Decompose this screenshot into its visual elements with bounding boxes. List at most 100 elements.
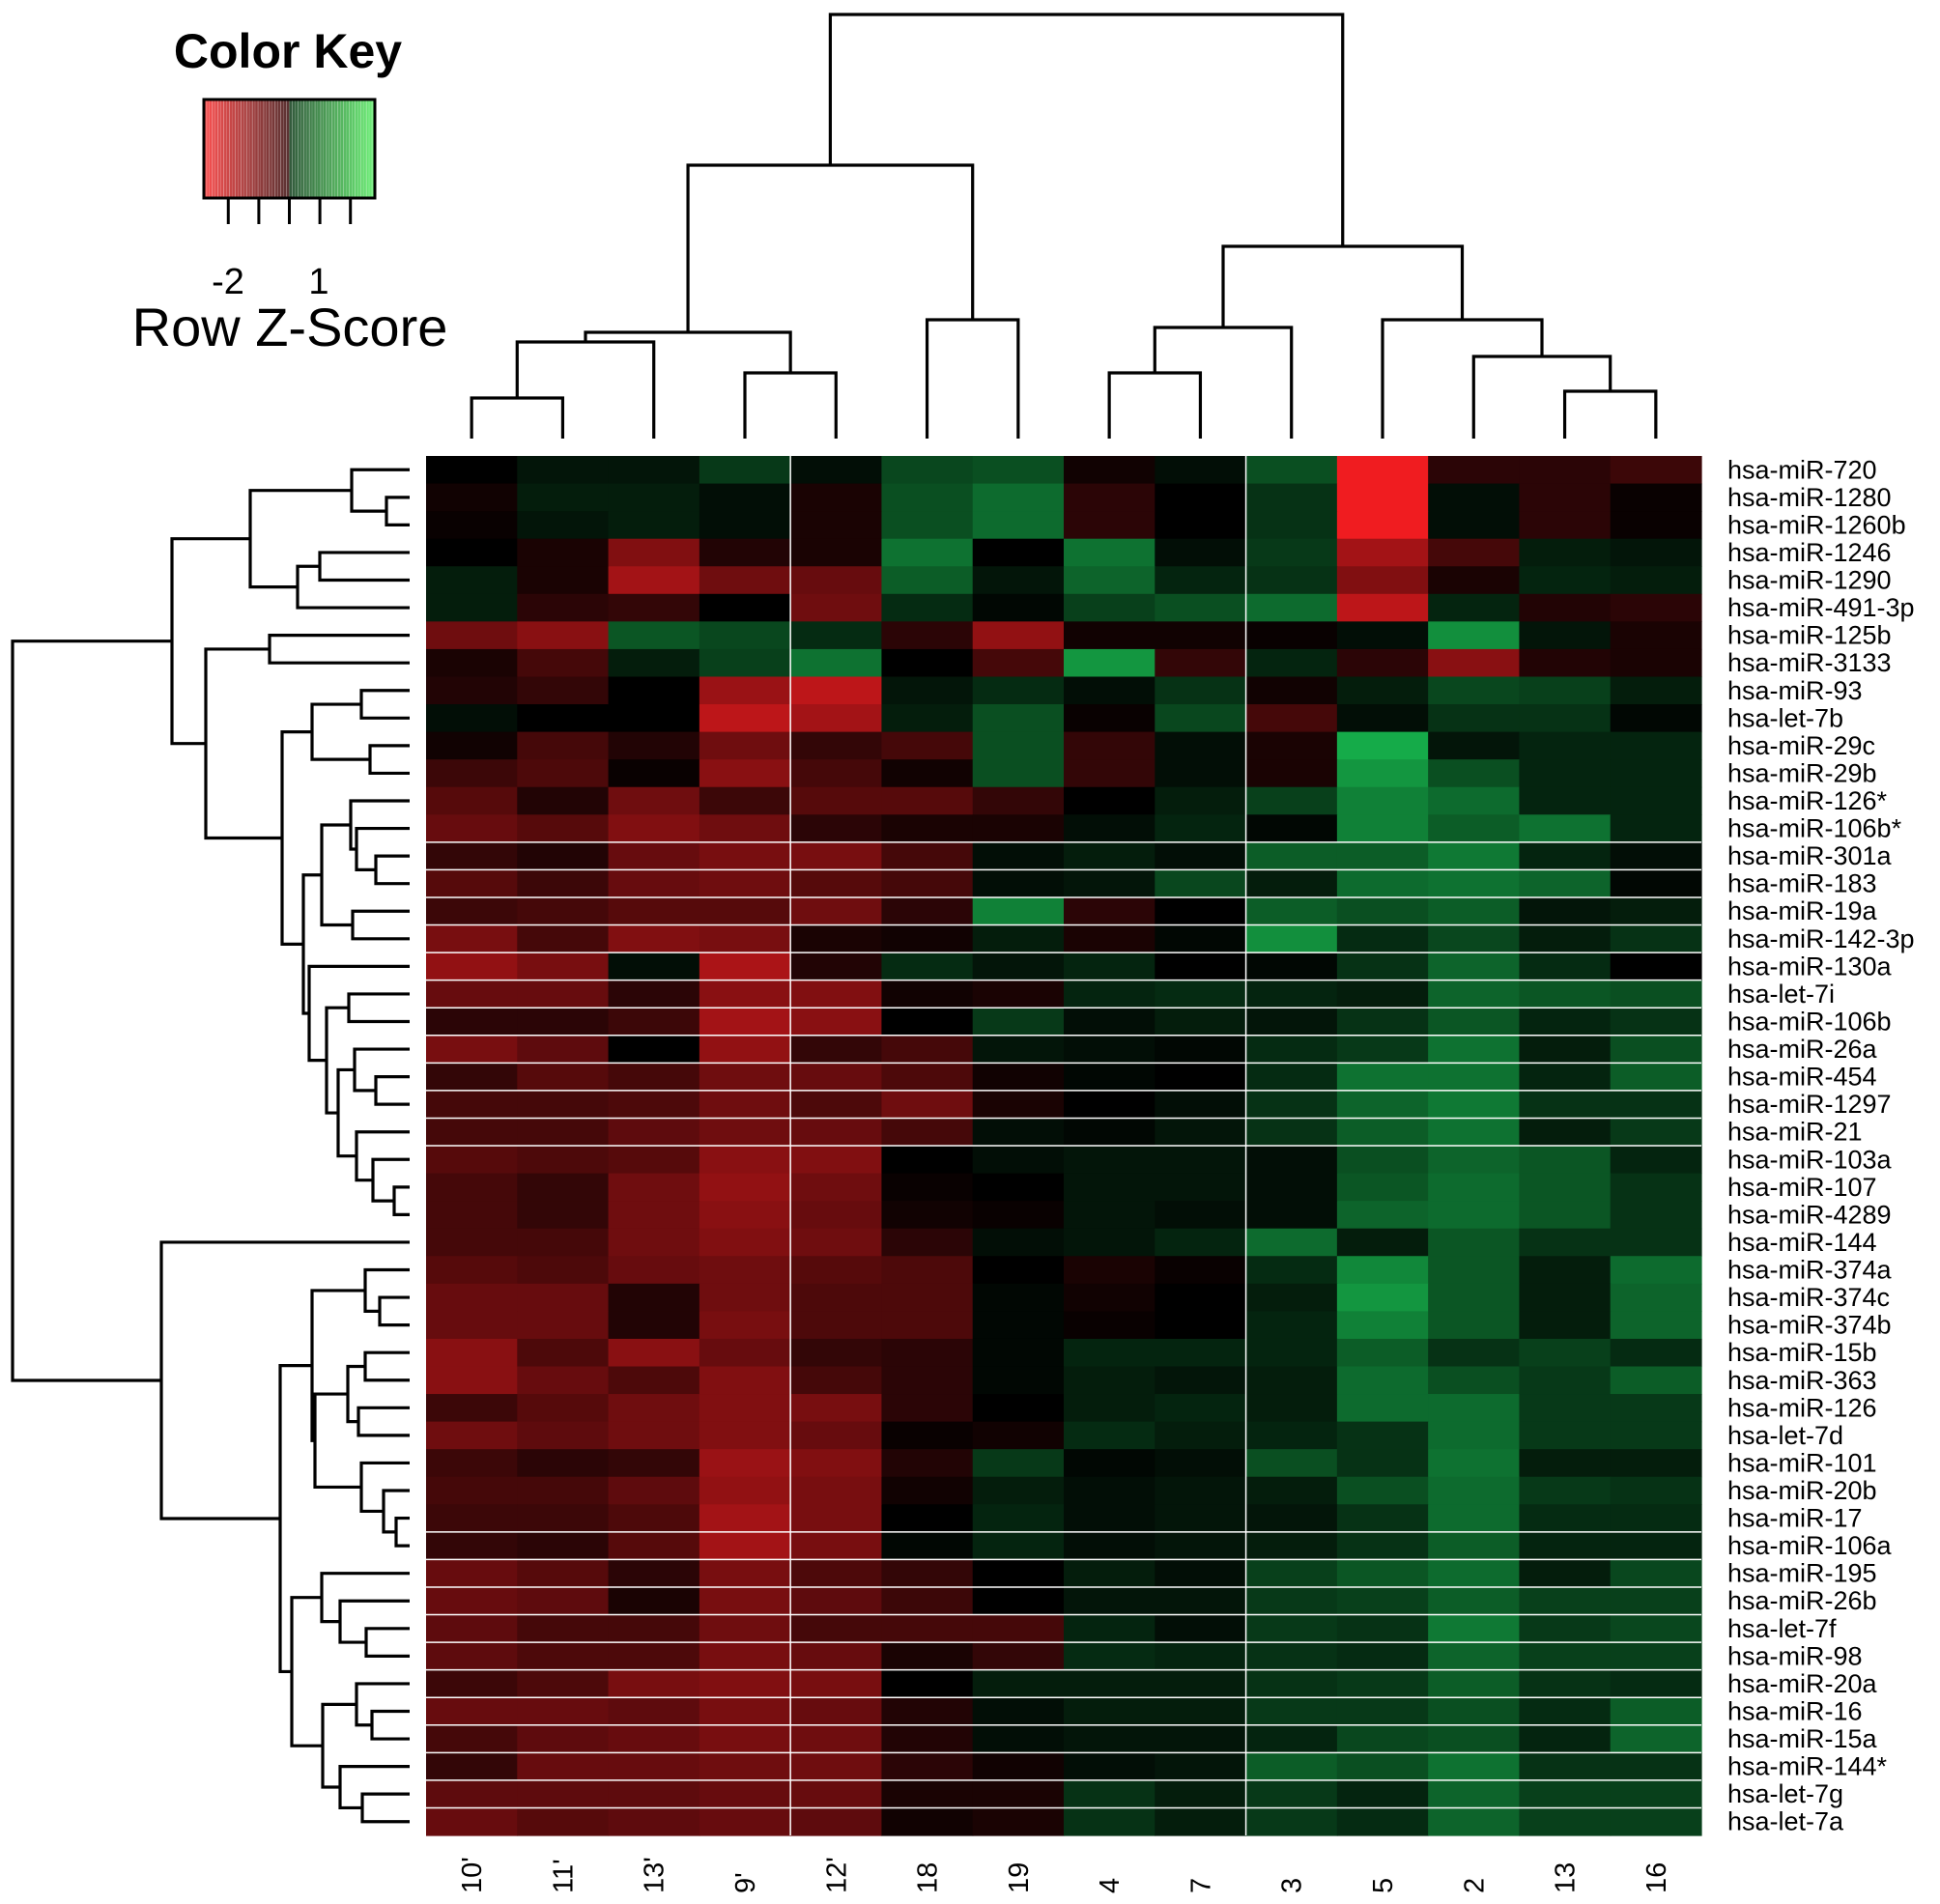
- dendrogram-branch: [378, 1295, 410, 1327]
- heatmap-cell: [1336, 952, 1429, 981]
- heatmap-cell: [1428, 1531, 1521, 1560]
- heatmap-cell: [1428, 1228, 1521, 1257]
- heatmap-cell: [1245, 456, 1338, 485]
- heatmap-cell: [1519, 1531, 1612, 1560]
- heatmap-cell: [790, 924, 883, 953]
- heatmap-cell: [1336, 1338, 1429, 1368]
- heatmap-cell: [972, 1090, 1065, 1120]
- heatmap-cell: [517, 566, 610, 595]
- heatmap-cell: [608, 980, 700, 1009]
- heatmap-cell: [881, 1394, 974, 1423]
- heatmap-cell: [608, 869, 700, 898]
- heatmap-cell: [1245, 1421, 1338, 1450]
- heatmap-cell: [426, 1614, 518, 1643]
- heatmap-cell: [790, 786, 883, 815]
- dendrogram-branch: [370, 1709, 410, 1741]
- heatmap-cell: [1245, 483, 1338, 512]
- heatmap-cell: [1610, 1697, 1702, 1726]
- heatmap-cell: [699, 1504, 791, 1533]
- heatmap-cell: [1155, 648, 1247, 678]
- color-key-swatch: [320, 99, 325, 199]
- heatmap-cell: [1519, 1090, 1612, 1120]
- dendrogram-branch: [351, 909, 410, 941]
- color-key-swatch: [238, 99, 242, 198]
- heatmap-cell: [1519, 1063, 1612, 1092]
- dendrogram-branch: [470, 396, 565, 439]
- row-label: hsa-miR-183: [1727, 869, 1877, 898]
- heatmap-cell: [790, 1338, 883, 1368]
- row-label: hsa-miR-491-3p: [1727, 593, 1915, 622]
- heatmap-cell: [1428, 1449, 1521, 1478]
- heatmap-cell: [1519, 731, 1612, 760]
- heatmap-cell: [1428, 1063, 1521, 1092]
- dendrogram-branch: [350, 468, 410, 513]
- heatmap-cell: [1428, 1807, 1521, 1836]
- heatmap-cell: [1064, 1283, 1155, 1312]
- heatmap-cell: [1336, 1752, 1429, 1781]
- heatmap-cell: [1064, 1559, 1155, 1588]
- dendrogram-branch: [296, 564, 410, 610]
- heatmap-cell: [517, 621, 610, 650]
- heatmap-cell: [1428, 1035, 1521, 1064]
- heatmap-cell: [1245, 924, 1338, 953]
- heatmap-cell: [1155, 952, 1247, 981]
- heatmap-cell: [699, 1366, 791, 1395]
- row-label: hsa-miR-126*: [1727, 786, 1888, 815]
- heatmap-cell: [426, 869, 518, 898]
- row-label: hsa-miR-16: [1727, 1696, 1863, 1725]
- row-label: hsa-miR-720: [1727, 455, 1877, 484]
- heatmap-cell: [517, 676, 610, 705]
- color-key-swatch: [271, 99, 275, 198]
- row-label: hsa-miR-106a: [1727, 1531, 1893, 1560]
- heatmap-cell: [1336, 1063, 1429, 1092]
- heatmap-cell: [1610, 1311, 1702, 1340]
- heatmap-cell: [1064, 1642, 1155, 1671]
- dendrogram-branch: [394, 1516, 410, 1548]
- heatmap-cell: [1336, 1421, 1429, 1450]
- heatmap-cell: [426, 1559, 518, 1588]
- heatmap-cell: [517, 1311, 610, 1340]
- heatmap-cell: [972, 1752, 1065, 1781]
- heatmap-cell: [881, 1752, 974, 1781]
- heatmap-cell: [517, 896, 610, 926]
- heatmap-cell: [1428, 731, 1521, 760]
- heatmap-cell: [699, 1256, 791, 1285]
- heatmap-cell: [1336, 1669, 1429, 1698]
- row-label: hsa-let-7f: [1727, 1614, 1837, 1643]
- heatmap-cell: [1336, 648, 1429, 678]
- row-label: hsa-miR-17: [1727, 1504, 1863, 1533]
- heatmap-cell: [972, 1476, 1065, 1505]
- heatmap-cell: [1064, 456, 1155, 485]
- heatmap-cell: [972, 1008, 1065, 1037]
- heatmap-cell: [699, 924, 791, 953]
- dendrogram-branch: [347, 992, 410, 1024]
- heatmap-cell: [1336, 814, 1429, 843]
- heatmap-cell: [1336, 1008, 1429, 1037]
- heatmap-cell: [1155, 1338, 1247, 1368]
- cell-separators: [426, 456, 1701, 1835]
- heatmap-cell: [426, 483, 518, 512]
- row-label: hsa-miR-126: [1727, 1393, 1877, 1422]
- heatmap-cell: [517, 704, 610, 733]
- heatmap-cell: [1428, 1586, 1521, 1616]
- heatmap-cell: [790, 538, 883, 567]
- heatmap-cell: [1155, 786, 1247, 815]
- heatmap-cell: [1336, 924, 1429, 953]
- heatmap-cell: [1155, 896, 1247, 926]
- heatmap-cell: [1245, 1476, 1338, 1505]
- heatmap-cell: [1428, 483, 1521, 512]
- dendrogram-branch: [828, 13, 1345, 246]
- heatmap-cell: [881, 1118, 974, 1147]
- color-key-swatch: [206, 99, 211, 199]
- column-label: 12': [821, 1857, 852, 1893]
- color-key-axis-label: Row Z-Score: [132, 297, 448, 357]
- heatmap-cell: [1245, 1338, 1338, 1368]
- heatmap-cell: [517, 841, 610, 870]
- row-label: hsa-miR-29c: [1727, 731, 1875, 760]
- heatmap-cell: [1245, 869, 1338, 898]
- heatmap-cell: [881, 1807, 974, 1836]
- heatmap-cell: [1519, 869, 1612, 898]
- dendrogram-branch: [349, 799, 410, 851]
- heatmap-cell: [699, 593, 791, 622]
